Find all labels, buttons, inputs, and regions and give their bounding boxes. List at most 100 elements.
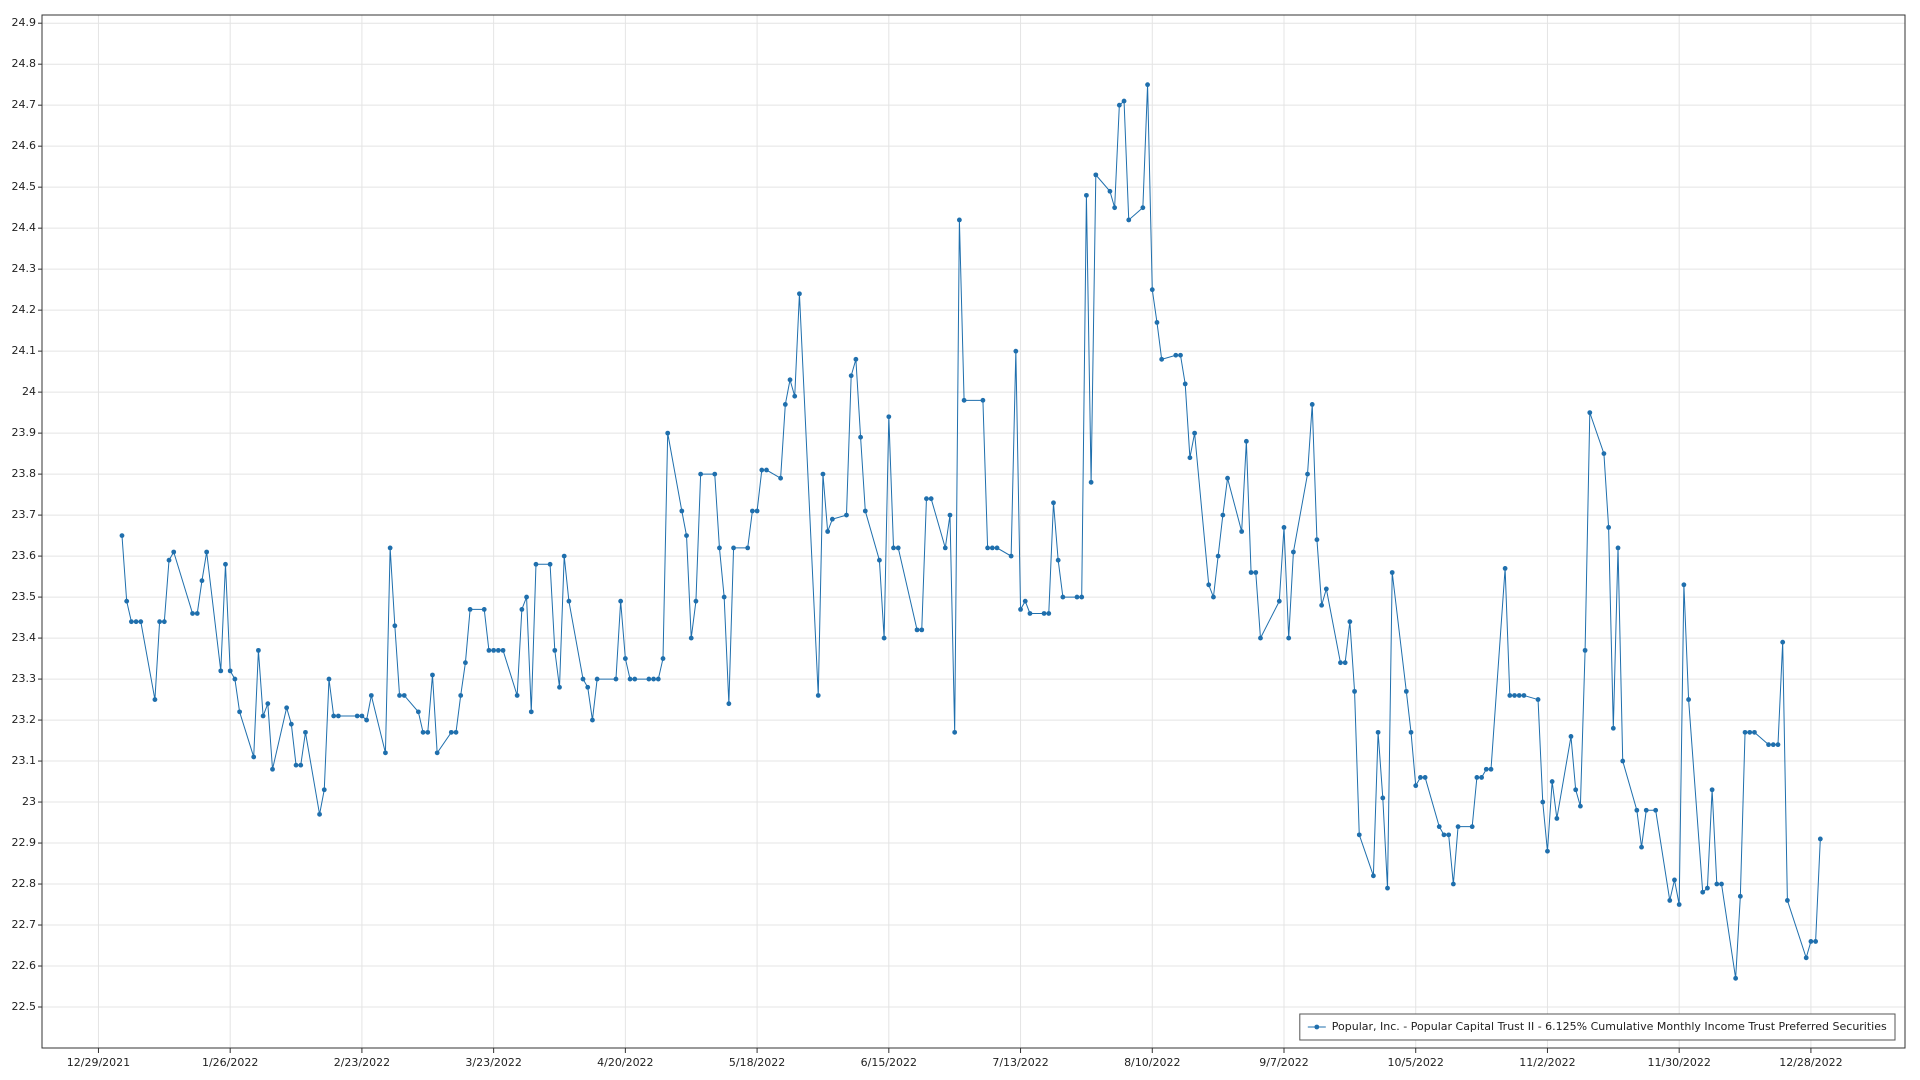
data-point	[194, 611, 200, 616]
data-point	[199, 578, 205, 584]
data-point	[448, 729, 454, 735]
data-point	[580, 676, 586, 682]
data-point	[387, 545, 393, 551]
legend: Popular, Inc. - Popular Capital Trust II…	[1299, 1013, 1896, 1041]
data-point	[1225, 475, 1230, 481]
data-point	[1672, 877, 1677, 883]
data-point	[1027, 611, 1033, 616]
data-point	[458, 693, 464, 698]
data-point	[453, 729, 459, 735]
data-point	[782, 402, 788, 407]
data-point	[500, 647, 506, 653]
y-tick-label: 24.2	[12, 303, 37, 316]
data-point	[989, 545, 995, 551]
data-point	[133, 619, 139, 625]
y-tick-label: 24	[22, 385, 36, 398]
x-tick-label: 11/2/2022	[1519, 1056, 1575, 1069]
data-point	[1742, 729, 1748, 735]
data-point	[1606, 525, 1612, 530]
data-point	[1686, 697, 1691, 702]
data-point	[1545, 848, 1550, 854]
data-point	[914, 627, 920, 633]
data-point	[655, 676, 661, 682]
data-point	[1385, 885, 1390, 891]
data-point	[1187, 455, 1193, 461]
data-point	[1502, 565, 1508, 571]
y-tick-label: 23.2	[12, 713, 37, 726]
data-point	[717, 545, 722, 551]
data-point	[1446, 832, 1452, 838]
data-point	[1145, 82, 1150, 88]
data-point	[994, 545, 1000, 551]
data-point	[1784, 898, 1790, 903]
data-point	[754, 508, 760, 514]
data-point	[1681, 582, 1687, 588]
data-point	[1314, 537, 1320, 543]
data-point	[1084, 192, 1089, 198]
data-point	[947, 512, 953, 518]
data-point	[1121, 98, 1127, 104]
data-point	[1568, 734, 1574, 739]
data-point	[1220, 512, 1226, 518]
data-point	[1380, 795, 1386, 801]
data-point	[557, 684, 562, 690]
data-point	[420, 729, 426, 735]
data-point	[204, 549, 210, 555]
data-point	[797, 291, 802, 297]
data-point	[1088, 479, 1094, 485]
data-point	[825, 529, 831, 534]
data-point	[853, 356, 859, 362]
data-point	[524, 594, 529, 600]
data-point	[1667, 898, 1673, 903]
data-point	[848, 373, 854, 379]
data-point	[622, 656, 628, 661]
data-point	[1709, 787, 1715, 793]
data-point	[1507, 693, 1513, 698]
data-point	[335, 713, 341, 719]
data-point	[425, 729, 431, 735]
y-tick-label: 22.5	[12, 1000, 37, 1013]
y-tick-label: 23.8	[12, 467, 37, 480]
x-tick-label: 10/5/2022	[1388, 1056, 1444, 1069]
data-point	[829, 516, 835, 522]
data-point	[1408, 729, 1414, 735]
data-point	[764, 467, 769, 473]
data-point	[721, 594, 727, 600]
data-point	[1752, 729, 1757, 735]
data-point	[1535, 697, 1541, 702]
data-point	[1403, 688, 1409, 694]
data-point	[942, 545, 948, 551]
data-point	[138, 619, 144, 625]
data-point	[731, 545, 736, 551]
data-point	[726, 701, 732, 707]
data-point	[1370, 873, 1376, 879]
data-point	[1413, 783, 1419, 789]
data-point	[627, 676, 633, 682]
data-point	[547, 561, 553, 567]
data-point	[919, 627, 925, 633]
legend-swatch-dot	[1314, 1024, 1320, 1030]
data-point	[1705, 885, 1710, 891]
data-point	[1700, 889, 1706, 895]
data-point	[1479, 775, 1484, 780]
data-point	[1253, 570, 1259, 575]
legend-label: Popular, Inc. - Popular Capital Trust II…	[1332, 1020, 1887, 1033]
data-point	[1211, 594, 1216, 600]
data-point	[415, 709, 421, 715]
x-tick-label: 9/7/2022	[1259, 1056, 1308, 1069]
data-point	[881, 635, 887, 641]
y-tick-label: 23.5	[12, 590, 37, 603]
data-point	[1055, 557, 1061, 563]
data-point	[519, 606, 525, 612]
plot-area	[42, 15, 1905, 1048]
data-point	[1389, 570, 1395, 575]
data-point	[284, 705, 290, 711]
legend-box	[1299, 1013, 1896, 1041]
data-point	[364, 717, 370, 723]
data-point	[552, 647, 558, 653]
x-tick-label: 8/10/2022	[1124, 1056, 1180, 1069]
data-point	[688, 635, 694, 641]
data-point	[223, 561, 228, 567]
data-point	[303, 729, 308, 735]
data-point	[166, 557, 172, 563]
